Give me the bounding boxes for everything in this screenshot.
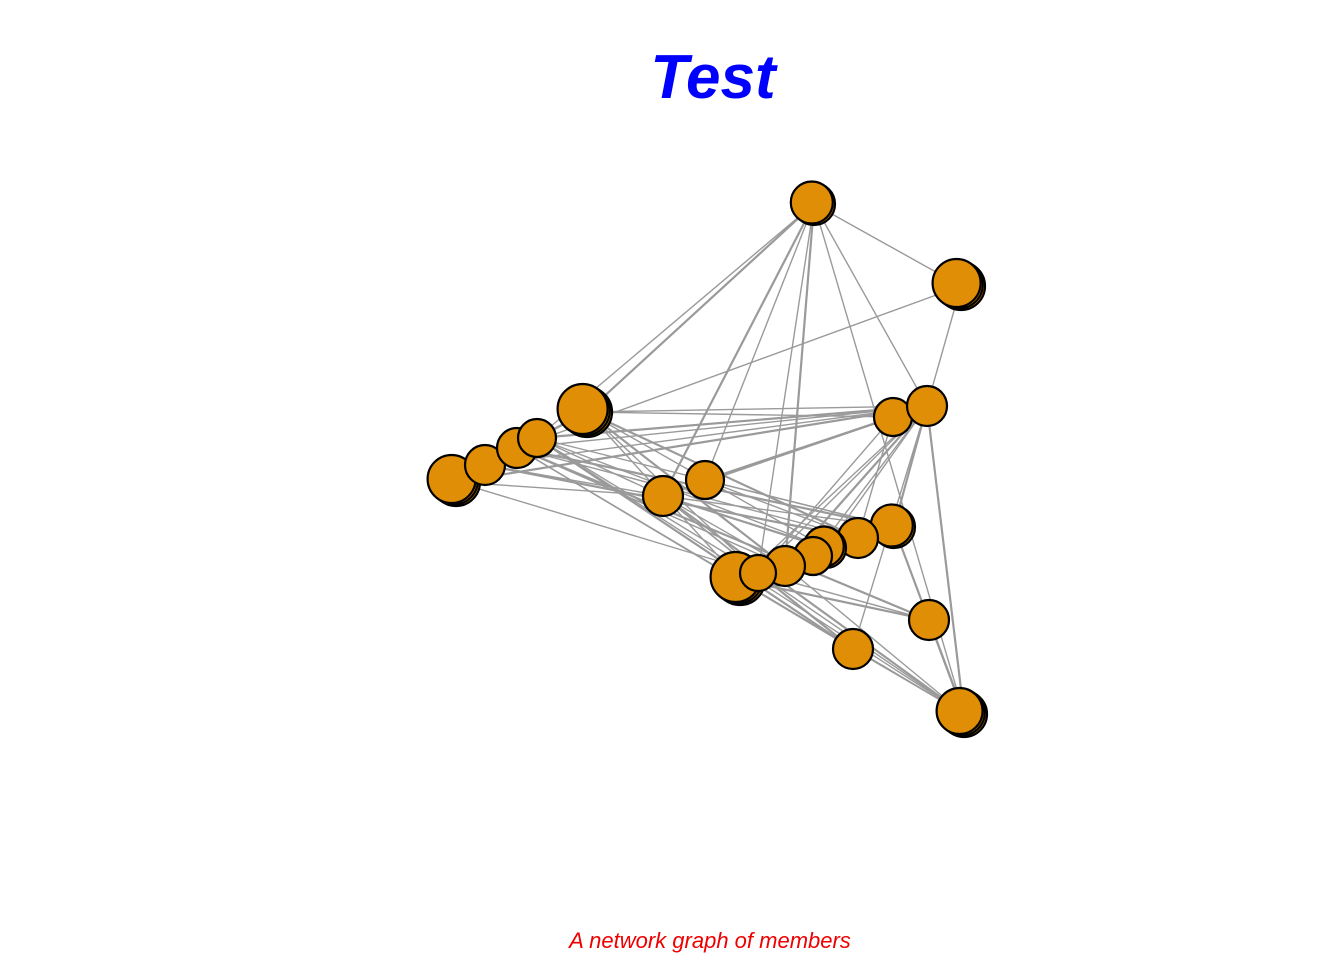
edge-n2-n8 [484, 464, 664, 497]
edge-n6-n10 [813, 203, 928, 407]
node-circle [684, 459, 726, 501]
node-circle [738, 553, 778, 593]
node-n7 [684, 459, 726, 501]
node-n18 [907, 598, 951, 642]
node-n20 [935, 686, 989, 739]
edge-n6-n7 [704, 203, 815, 481]
node-n10 [905, 384, 949, 428]
node-circle [516, 417, 558, 459]
node-n12 [869, 503, 917, 550]
node-circle [907, 598, 951, 642]
graph-title: Test [650, 43, 776, 112]
edge-n1-n21 [455, 481, 759, 574]
edge-n4-n19 [536, 437, 854, 650]
edge-n4-n8 [536, 437, 664, 497]
node-circle [641, 474, 685, 518]
node-circle [935, 686, 984, 736]
edge-n5-n6 [586, 203, 815, 413]
node-n19 [831, 627, 875, 671]
edge-n1-n10 [455, 404, 928, 484]
edge-n10-n20 [925, 405, 966, 715]
node-n5 [556, 382, 614, 439]
node-circle [831, 627, 875, 671]
nodes-layer [426, 180, 989, 739]
edge-n5-n9 [586, 411, 894, 418]
node-n4 [516, 417, 558, 459]
node-circle [905, 384, 949, 428]
edge-n6-n16 [783, 203, 816, 567]
node-circle [789, 180, 834, 225]
node-circle [931, 257, 982, 309]
node-circle [556, 382, 609, 436]
edge-n17-n18 [739, 578, 930, 622]
edge-n6-n21 [757, 203, 815, 574]
node-n11 [931, 257, 987, 312]
edge-n8-n16 [662, 495, 786, 567]
edge-n8-n20 [662, 495, 965, 715]
edge-n6-n8 [662, 203, 815, 497]
edge-n5-n10 [586, 405, 928, 413]
node-n6 [789, 180, 837, 227]
node-n8 [641, 474, 685, 518]
node-n21 [738, 553, 778, 593]
edge-n3-n18 [516, 446, 930, 622]
edge-n3-n10 [516, 405, 928, 449]
edge-n8-n14 [662, 494, 827, 550]
graph-subtitle: A network graph of members [569, 928, 851, 953]
edge-n16-n20 [784, 565, 965, 715]
